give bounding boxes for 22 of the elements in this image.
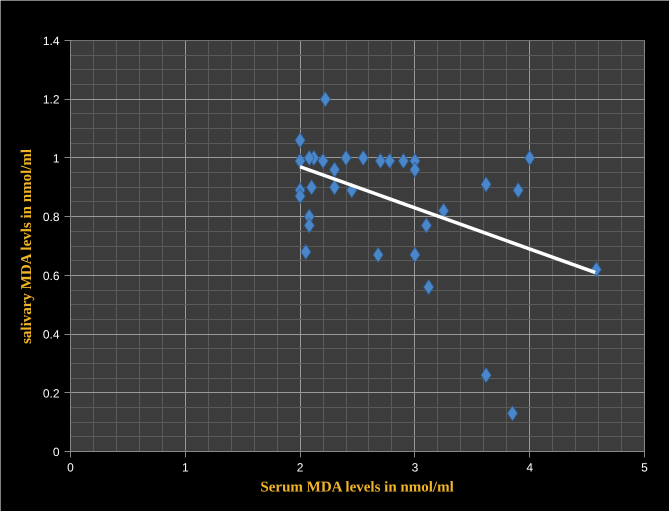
x-tick-label: 4	[526, 460, 534, 474]
x-tick-label: 5	[641, 460, 648, 474]
y-tick-label: 1	[52, 151, 60, 166]
point	[304, 218, 315, 234]
point	[524, 150, 536, 166]
y-axis-title: salivary MDA levls in nmol/ml	[18, 148, 35, 344]
x-tick-label: 1	[182, 460, 189, 474]
point	[420, 218, 432, 234]
y-tick-label: 1.4	[42, 34, 60, 48]
x-axis-title: Serum MDA levels in nmol/ml	[260, 480, 454, 496]
x-tick-label: 2	[296, 460, 304, 474]
y-tick-label: 1.2	[42, 92, 60, 107]
y-tick-label: 0	[52, 445, 60, 459]
y-tick-label: 0.6	[42, 268, 60, 283]
y-tick-label: 0.8	[42, 210, 60, 224]
x-tick-label: 3	[412, 460, 419, 474]
point	[358, 150, 369, 166]
point	[423, 279, 434, 295]
y-tick-label: 0.4	[42, 328, 60, 342]
y-tick-label: 0.2	[42, 386, 60, 400]
x-tick-label: 0	[67, 460, 74, 474]
point	[304, 150, 315, 166]
